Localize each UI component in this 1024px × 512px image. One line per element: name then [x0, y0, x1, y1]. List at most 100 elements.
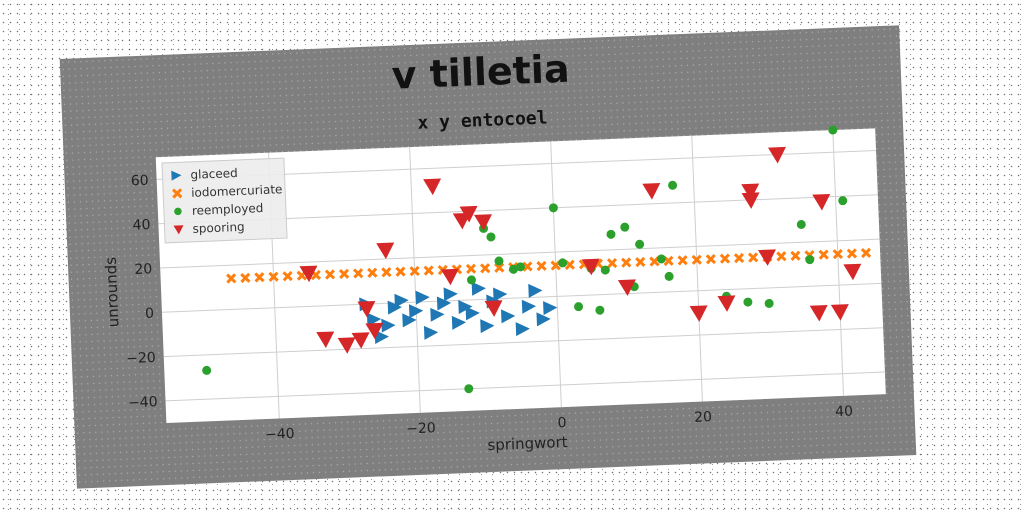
- grid-line-x: [832, 130, 845, 396]
- point-iodomercuriate: [733, 252, 745, 264]
- point-reemployed: [466, 275, 476, 285]
- legend-marker-iodomercuriate: [172, 188, 183, 199]
- point-spooring: [843, 263, 862, 281]
- point-glaceed: [471, 281, 486, 296]
- point-glaceed: [515, 322, 530, 337]
- point-iodomercuriate: [282, 271, 293, 282]
- grid-line-y: [163, 327, 884, 358]
- chart-figure: v tilletia x y entocoel −40 −20 0 20 40 −40 −2…: [59, 25, 917, 489]
- grid: [156, 130, 885, 419]
- point-iodomercuriate: [268, 271, 279, 282]
- point-glaceed: [387, 300, 402, 315]
- legend-label: reemployed: [192, 201, 264, 218]
- point-spooring: [484, 300, 503, 317]
- point-iodomercuriate: [395, 266, 406, 277]
- tick-labels: −40 −20 0 20 40 −40 −20 0 20 40 60: [126, 173, 853, 443]
- point-glaceed: [394, 293, 409, 308]
- point-iodomercuriate: [691, 254, 702, 265]
- point-reemployed: [635, 239, 645, 249]
- point-spooring: [357, 300, 376, 318]
- y-tick-label: 40: [132, 217, 150, 234]
- point-glaceed: [451, 315, 467, 330]
- point-glaceed: [402, 313, 417, 328]
- point-glaceed: [443, 287, 458, 302]
- x-tick-label: 40: [835, 403, 853, 420]
- series-iodomercuriate: [226, 247, 872, 284]
- point-glaceed: [374, 330, 389, 345]
- point-glaceed: [415, 290, 430, 305]
- point-reemployed: [486, 232, 496, 242]
- y-tick-label: −40: [128, 394, 158, 411]
- point-spooring: [474, 214, 492, 231]
- point-iodomercuriate: [226, 273, 237, 284]
- y-tick-label: 0: [145, 306, 155, 322]
- point-iodomercuriate: [367, 267, 378, 278]
- point-iodomercuriate: [381, 267, 392, 278]
- point-glaceed: [465, 306, 480, 321]
- legend-marker-spooring: [173, 225, 184, 235]
- point-spooring: [423, 178, 442, 196]
- point-iodomercuriate: [621, 257, 632, 268]
- point-spooring: [768, 146, 786, 164]
- grid-line-y: [161, 282, 882, 313]
- point-glaceed: [366, 312, 382, 327]
- point-reemployed: [743, 297, 753, 307]
- x-tick-label: −20: [406, 420, 436, 437]
- point-spooring: [440, 268, 459, 286]
- point-spooring: [830, 304, 849, 321]
- point-spooring: [299, 265, 318, 283]
- point-iodomercuriate: [479, 263, 491, 274]
- point-reemployed: [508, 264, 518, 274]
- point-iodomercuriate: [832, 248, 843, 260]
- point-iodomercuriate: [846, 248, 858, 259]
- point-iodomercuriate: [423, 265, 434, 276]
- point-glaceed: [536, 312, 551, 327]
- point-spooring: [717, 295, 736, 312]
- point-reemployed: [668, 180, 678, 190]
- point-glaceed: [528, 283, 543, 298]
- point-glaceed: [423, 325, 439, 340]
- point-reemployed: [656, 254, 666, 264]
- point-glaceed: [430, 307, 445, 322]
- point-iodomercuriate: [522, 261, 533, 272]
- x-tick-label: −40: [265, 426, 295, 443]
- point-spooring: [351, 332, 370, 349]
- point-iodomercuriate: [606, 257, 618, 269]
- point-iodomercuriate: [409, 265, 420, 277]
- point-spooring: [741, 192, 760, 209]
- point-glaceed: [543, 301, 558, 316]
- point-iodomercuriate: [338, 268, 350, 280]
- point-reemployed: [202, 365, 212, 375]
- x-axis-label: springwort: [487, 433, 568, 454]
- point-iodomercuriate: [465, 263, 477, 274]
- legend-label: glaceed: [190, 166, 238, 182]
- point-reemployed: [515, 262, 525, 272]
- data-marks: [202, 125, 872, 394]
- grid-line-y: [160, 238, 880, 269]
- point-spooring: [642, 183, 661, 200]
- point-glaceed: [493, 287, 508, 302]
- point-glaceed: [480, 319, 495, 334]
- point-reemployed: [494, 256, 504, 266]
- point-iodomercuriate: [254, 272, 265, 283]
- point-spooring: [757, 249, 776, 266]
- point-glaceed: [521, 299, 537, 314]
- legend-label: spooring: [192, 220, 245, 236]
- grid-line-x: [550, 141, 562, 408]
- point-reemployed: [558, 258, 568, 268]
- point-iodomercuriate: [240, 272, 251, 284]
- point-reemployed: [664, 271, 674, 281]
- point-spooring: [376, 242, 395, 260]
- legend-marker-reemployed: [174, 207, 182, 216]
- y-tick-label: 20: [134, 261, 152, 278]
- point-glaceed: [408, 304, 424, 319]
- point-reemployed: [805, 255, 815, 265]
- x-tick-label: 20: [694, 409, 712, 426]
- point-spooring: [617, 279, 636, 296]
- point-iodomercuriate: [353, 268, 364, 279]
- point-spooring: [741, 183, 760, 201]
- point-iodomercuriate: [705, 254, 717, 265]
- point-reemployed: [464, 384, 474, 394]
- y-tick-label: 60: [131, 173, 149, 190]
